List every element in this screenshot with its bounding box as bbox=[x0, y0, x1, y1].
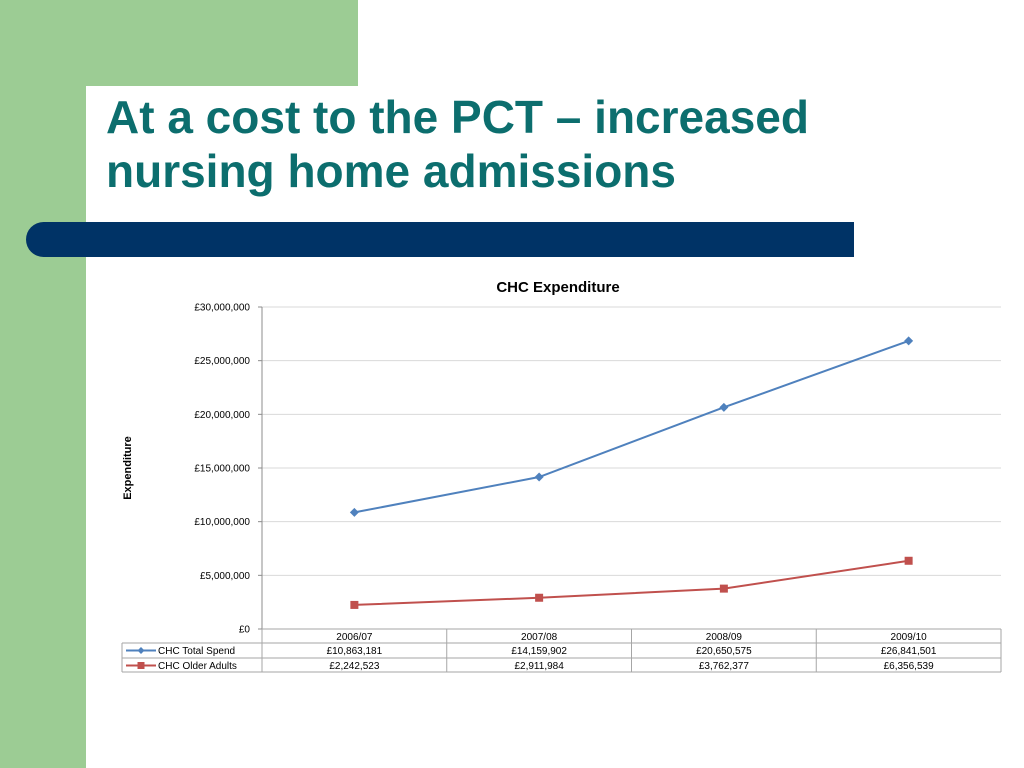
y-tick-label: £10,000,000 bbox=[194, 517, 250, 528]
legend-series-name: CHC Total Spend bbox=[158, 646, 235, 657]
legend-key-marker-0 bbox=[137, 647, 145, 654]
x-category-label: 2009/10 bbox=[891, 632, 928, 643]
series-0-point bbox=[904, 336, 914, 346]
series-1-point bbox=[535, 593, 544, 602]
y-tick-label: £20,000,000 bbox=[194, 410, 250, 421]
legend-key-marker-1 bbox=[137, 662, 145, 669]
series-0-point bbox=[534, 472, 544, 482]
chart-title: CHC Expenditure bbox=[496, 279, 619, 296]
series-0-point bbox=[349, 507, 359, 517]
slide-content-panel bbox=[86, 86, 1024, 768]
title-divider-bar bbox=[26, 222, 854, 257]
green-sidebar-strip bbox=[0, 0, 86, 768]
data-table-value: £10,863,181 bbox=[327, 646, 383, 657]
series-1-point bbox=[350, 600, 359, 609]
slide-title-line-1: At a cost to the PCT – increased bbox=[106, 91, 809, 143]
series-1-point bbox=[904, 556, 913, 565]
legend-series-name: CHC Older Adults bbox=[158, 661, 237, 672]
series-1-point bbox=[719, 584, 728, 593]
data-table-value: £2,911,984 bbox=[514, 661, 564, 672]
y-axis-label: Expenditure bbox=[122, 436, 134, 500]
data-table-value: £20,650,575 bbox=[696, 646, 752, 657]
series-0-point bbox=[719, 402, 729, 412]
x-category-label: 2008/09 bbox=[706, 632, 743, 643]
slide-title: At a cost to the PCT – increased nursing… bbox=[106, 90, 1006, 198]
series-line-0 bbox=[354, 339, 909, 514]
data-table-value: £26,841,501 bbox=[881, 646, 937, 657]
y-tick-label: £25,000,000 bbox=[194, 356, 250, 367]
y-tick-label: £30,000,000 bbox=[194, 303, 250, 314]
data-table-value: £2,242,523 bbox=[329, 661, 379, 672]
y-tick-label: £5,000,000 bbox=[200, 571, 250, 582]
y-tick-label: £15,000,000 bbox=[194, 464, 250, 475]
y-tick-label: £0 bbox=[239, 625, 251, 636]
slide-title-line-2: nursing home admissions bbox=[106, 145, 676, 197]
x-category-label: 2006/07 bbox=[336, 632, 373, 643]
data-table-value: £14,159,902 bbox=[511, 646, 567, 657]
series-line-1 bbox=[354, 559, 909, 606]
data-table-value: £3,762,377 bbox=[699, 661, 749, 672]
data-table-value: £6,356,539 bbox=[884, 661, 934, 672]
green-top-block bbox=[0, 0, 358, 86]
x-category-label: 2007/08 bbox=[521, 632, 558, 643]
